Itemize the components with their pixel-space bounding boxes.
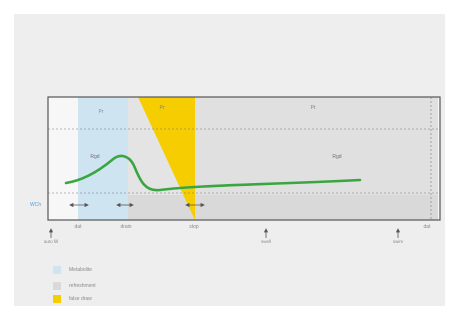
arrow-label-swell: swell [261,239,271,244]
tick-label-end: dat [424,224,432,230]
legend-item-metabolite: Metabolite [53,265,92,274]
arrowhead [69,202,74,208]
arrow-label-auto-fill: auto fill [44,239,58,244]
up-arrow-icon [395,228,401,233]
plot-frame [47,96,441,221]
phase1-band [78,97,128,220]
concentration-curve [64,154,362,192]
legend-swatch-gray [53,281,61,290]
legend-swatch-blue [53,265,61,274]
up-arrow-icon [263,228,269,233]
legend-swatch-yellow [53,294,61,303]
arrowhead [116,202,121,208]
phase3-label: Pt [311,105,316,111]
legend-label: false draw [69,295,92,302]
refreshment-band [128,195,438,220]
up-arrow-icon [48,228,54,233]
curve-label-right: Rgd [332,154,341,160]
interval-arrows [69,202,205,208]
tick-label-drain: drain [120,224,131,230]
legend-item-false-draw: false draw [53,294,92,303]
arrowhead [84,202,89,208]
arrowhead [129,202,134,208]
arrowhead [185,202,190,208]
curve-label-left: Rgd [90,154,99,160]
tick-label-start: dat [75,224,83,230]
phase1-label: Pr [99,109,104,115]
legend-label: Metabolite [69,266,93,273]
legend-label: refreshment [69,282,96,289]
arrow-label-swim: swim [393,239,403,244]
arrowhead [200,202,205,208]
tick-label-stop: stop [189,224,199,230]
phase2-label: Pr [160,105,165,111]
wch-label: WCh [30,202,41,208]
event-arrows [48,228,401,238]
legend-item-refreshment: refreshment [53,281,96,290]
